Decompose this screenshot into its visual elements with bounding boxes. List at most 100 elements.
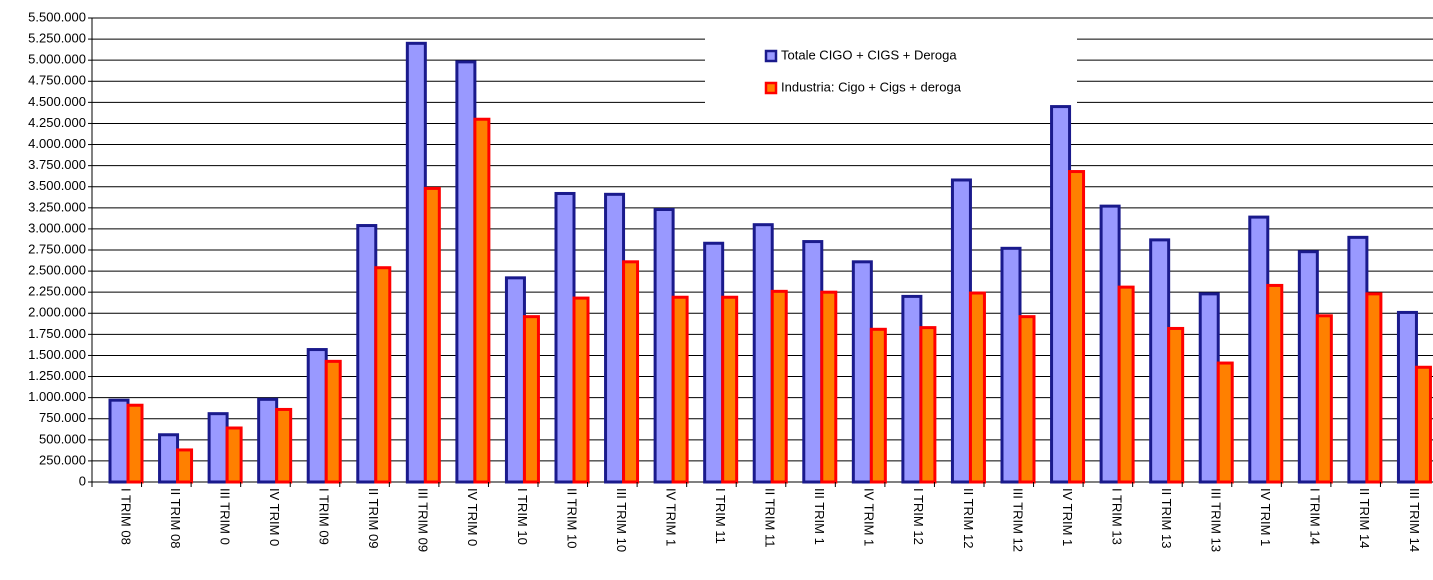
bar <box>176 448 194 484</box>
bar <box>306 348 328 484</box>
legend: Totale CIGO + CIGS + Deroga Industria: Ci… <box>705 38 1077 104</box>
y-tick-label: 5.250.000 <box>28 31 86 46</box>
bar <box>374 266 392 484</box>
x-tick-label: III TRIM 09 <box>416 488 431 552</box>
bar <box>1018 315 1036 484</box>
x-tick-label: IV TRIM 1 <box>663 488 678 546</box>
bar <box>820 290 838 484</box>
x-tick-label: I TRIM 08 <box>118 488 133 545</box>
x-tick-label: I TRIM 10 <box>515 488 530 545</box>
bar <box>473 117 491 484</box>
y-tick-label: 3.250.000 <box>28 199 86 214</box>
y-tick-label: 2.500.000 <box>28 263 86 278</box>
bar <box>1117 285 1135 484</box>
bar <box>653 208 675 484</box>
bar <box>455 60 477 484</box>
bar <box>1000 246 1022 484</box>
y-tick-label: 1.750.000 <box>28 326 86 341</box>
bar <box>356 224 378 484</box>
bar <box>869 327 887 484</box>
y-tick-label: 2.750.000 <box>28 241 86 256</box>
bar <box>919 326 937 484</box>
bar <box>1068 170 1086 484</box>
x-tick-label: I TRIM 13 <box>1109 488 1124 545</box>
bar <box>108 398 130 484</box>
y-tick-label: 750.000 <box>39 410 86 425</box>
x-tick-label: III TRIM 13 <box>1209 488 1224 552</box>
y-tick-label: 2.000.000 <box>28 305 86 320</box>
bar <box>770 289 788 484</box>
bar <box>257 397 279 484</box>
y-tick-label: 3.500.000 <box>28 178 86 193</box>
bar <box>671 295 689 484</box>
y-tick-label: 500.000 <box>39 431 86 446</box>
bar <box>1198 292 1220 484</box>
x-tick-label: II TRIM 08 <box>168 488 183 548</box>
bar <box>1149 238 1171 484</box>
legend-swatch <box>764 49 778 63</box>
legend-label: Totale CIGO + CIGS + Deroga <box>781 47 957 62</box>
legend-label: Industria: Cigo + Cigs + deroga <box>781 79 962 94</box>
bar <box>1315 314 1333 484</box>
x-tick-label: III TRIM 14 <box>1407 488 1422 552</box>
x-tick-label: III TRIM 1 <box>812 488 827 545</box>
x-tick-label: IV TRIM 0 <box>267 488 282 546</box>
y-tick-label: 1.250.000 <box>28 368 86 383</box>
bar <box>1216 361 1234 484</box>
x-tick-label: II TRIM 13 <box>1159 488 1174 548</box>
bar <box>1099 204 1121 484</box>
x-tick-label: I TRIM 09 <box>317 488 332 545</box>
legend-swatch <box>764 81 778 95</box>
bar <box>721 295 739 484</box>
x-tick-label: II TRIM 11 <box>763 488 778 547</box>
bar <box>1347 235 1369 484</box>
bar <box>423 186 441 484</box>
y-tick-label: 4.250.000 <box>28 115 86 130</box>
y-tick-label: 0 <box>79 473 86 488</box>
y-tick-label: 3.750.000 <box>28 157 86 172</box>
bar <box>1248 215 1270 484</box>
x-tick-label: IV TRIM 1 <box>862 488 877 546</box>
bar <box>275 407 293 484</box>
bar <box>504 276 526 484</box>
bar <box>950 178 972 484</box>
x-tick-label: I TRIM 12 <box>911 488 926 545</box>
x-tick-label: IV TRIM 1 <box>1258 488 1273 546</box>
x-tick-label: III TRIM 10 <box>614 488 629 552</box>
y-tick-label: 2.250.000 <box>28 284 86 299</box>
x-tick-label: III TRIM 12 <box>1010 488 1025 552</box>
y-tick-label: 1.500.000 <box>28 347 86 362</box>
x-tick-label: I TRIM 14 <box>1308 488 1323 545</box>
bar <box>1167 326 1185 484</box>
x-tick-label: II TRIM 10 <box>564 488 579 548</box>
bar <box>522 315 540 484</box>
y-tick-label: 4.500.000 <box>28 94 86 109</box>
y-tick-label: 1.000.000 <box>28 389 86 404</box>
bar <box>572 296 590 484</box>
bar <box>968 291 986 484</box>
x-tick-label: III TRIM 0 <box>217 488 232 545</box>
x-tick-label: II TRIM 12 <box>961 488 976 548</box>
bar <box>1396 310 1418 484</box>
y-tick-label: 5.000.000 <box>28 52 86 67</box>
bar <box>1050 105 1072 484</box>
bar <box>703 241 725 484</box>
y-tick-label: 4.000.000 <box>28 136 86 151</box>
bar <box>622 260 640 484</box>
x-tick-label: II TRIM 09 <box>366 488 381 548</box>
bar <box>901 294 923 484</box>
bar <box>851 260 873 484</box>
bar <box>126 403 144 484</box>
x-tick-label: I TRIM 11 <box>713 488 728 544</box>
bar <box>225 426 243 484</box>
bar <box>324 359 342 484</box>
bar <box>158 433 180 484</box>
x-tick-label: II TRIM 14 <box>1357 488 1372 548</box>
x-tick-label: IV TRIM 0 <box>465 488 480 546</box>
bar <box>604 192 626 484</box>
bar <box>1297 250 1319 484</box>
bar <box>554 191 576 484</box>
y-tick-label: 3.000.000 <box>28 220 86 235</box>
x-tick-label: IV TRIM 1 <box>1060 488 1075 546</box>
